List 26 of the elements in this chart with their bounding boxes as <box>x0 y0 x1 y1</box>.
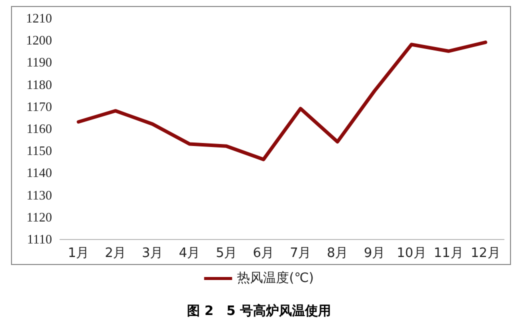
y-tick-label: 1150 <box>26 143 52 158</box>
legend-label: 热风温度(℃) <box>237 270 314 286</box>
y-tick-label: 1200 <box>26 32 52 48</box>
x-tick-label: 7月 <box>290 246 312 261</box>
x-tick-label: 12月 <box>470 246 500 261</box>
x-tick-label: 1月 <box>68 246 90 261</box>
y-tick-label: 1140 <box>26 165 52 180</box>
line-series <box>76 40 488 162</box>
x-tick-label: 4月 <box>178 246 200 261</box>
x-tick-label: 8月 <box>326 246 348 261</box>
x-tick-label: 3月 <box>142 246 164 261</box>
y-tick-label: 1160 <box>26 121 52 136</box>
x-tick-label: 11月 <box>434 246 464 261</box>
x-tick-label: 9月 <box>364 246 386 261</box>
x-tick-label: 5月 <box>216 246 238 261</box>
x-tick-label: 6月 <box>252 246 274 261</box>
y-tick-label: 1180 <box>26 76 52 92</box>
y-tick-label: 1210 <box>26 10 52 26</box>
y-tick-label: 1130 <box>26 187 52 202</box>
y-tick-label: 1190 <box>26 54 52 70</box>
text: 图 2 5 号高炉风温使用 <box>186 302 332 320</box>
y-tick-label: 1110 <box>26 232 52 246</box>
y-tick-label: 1170 <box>26 98 52 114</box>
y-tick-label: 1120 <box>26 209 52 224</box>
x-tick-label: 2月 <box>104 246 126 261</box>
x-tick-label: 10月 <box>396 246 426 261</box>
